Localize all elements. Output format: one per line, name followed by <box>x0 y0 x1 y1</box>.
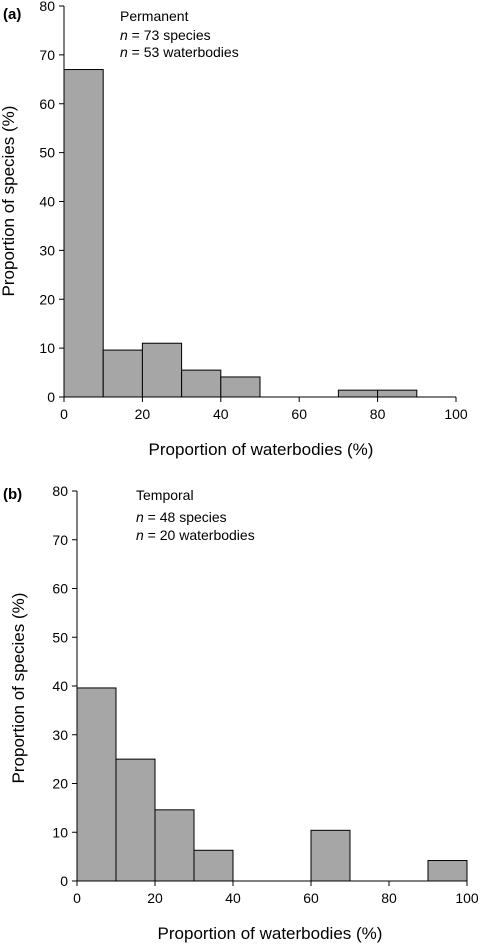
panel-a: (a) Permanent n = 73 species n = 53 wate… <box>0 0 468 459</box>
annotation-line: n = 73 species <box>120 27 211 43</box>
y-tick-label: 80 <box>52 483 68 499</box>
histogram-bar <box>102 349 143 398</box>
x-axis-label: Proportion of waterbodies (%) <box>158 924 383 943</box>
y-tick-label: 20 <box>52 776 68 792</box>
y-tick-label: 20 <box>39 291 55 307</box>
annotation-line: n = 53 waterbodies <box>120 44 239 60</box>
x-tick-label: 80 <box>370 406 386 422</box>
annotation-line: n = 20 waterbodies <box>136 527 255 543</box>
annotation-rest: = 20 waterbodies <box>144 527 255 543</box>
histogram-bar <box>310 829 351 882</box>
y-tick-label: 10 <box>39 340 55 356</box>
annotation-line: n = 48 species <box>136 509 227 525</box>
bar-group <box>76 687 468 882</box>
annotation-title: Permanent <box>120 8 189 24</box>
x-tick-label: 40 <box>213 406 229 422</box>
y-tick-label: 10 <box>52 824 68 840</box>
y-tick-label: 0 <box>47 389 55 405</box>
x-tick-label: 80 <box>381 890 397 906</box>
y-tick-label: 70 <box>39 47 55 63</box>
bar-group <box>63 69 418 398</box>
histogram-bar <box>154 809 195 882</box>
y-axis-label: Proportion of species (%) <box>9 593 28 784</box>
panel-label: (a) <box>3 6 21 23</box>
y-tick-label: 60 <box>52 581 68 597</box>
histogram-bar <box>220 376 261 398</box>
x-axis-label: Proportion of waterbodies (%) <box>149 440 374 459</box>
annotation-rest: = 48 species <box>144 509 227 525</box>
x-tick-label: 100 <box>444 406 468 422</box>
y-tick-label: 60 <box>39 96 55 112</box>
histogram-bar <box>115 758 156 882</box>
x-tick-label: 60 <box>303 890 319 906</box>
x-tick-label: 20 <box>147 890 163 906</box>
axes: 0 20 40 60 80 100 0 10 20 30 40 50 60 70 80 <box>52 483 478 906</box>
y-tick-label: 30 <box>52 727 68 743</box>
y-tick-label: 50 <box>52 629 68 645</box>
annotation-rest: = 53 waterbodies <box>128 44 239 60</box>
x-tick-label: 0 <box>60 406 68 422</box>
x-tick-label: 0 <box>73 890 81 906</box>
axes: 0 20 40 60 80 100 0 10 20 30 40 50 60 70 80 <box>39 0 467 422</box>
annotation-rest: = 73 species <box>128 27 211 43</box>
panel-b: (b) Temporal n = 48 species n = 20 water… <box>3 483 479 943</box>
x-tick-label: 20 <box>135 406 151 422</box>
y-axis-label: Proportion of species (%) <box>0 106 18 297</box>
histogram-bar <box>337 389 379 398</box>
histogram-bar <box>377 389 418 398</box>
histogram-bar <box>193 849 234 882</box>
histogram-bar <box>427 860 468 882</box>
y-tick-label: 50 <box>39 145 55 161</box>
panel-label: (b) <box>3 486 22 503</box>
y-tick-label: 30 <box>39 242 55 258</box>
histogram-bar <box>76 687 117 882</box>
annotation-italic: n <box>120 44 128 60</box>
annotation-italic: n <box>136 527 144 543</box>
y-tick-label: 80 <box>39 0 55 14</box>
y-tick-label: 40 <box>39 194 55 210</box>
histogram-bar <box>141 342 183 398</box>
histogram-bar <box>181 369 222 398</box>
annotation-title: Temporal <box>136 487 194 503</box>
y-tick-label: 40 <box>52 678 68 694</box>
x-tick-label: 40 <box>225 890 241 906</box>
y-tick-label: 70 <box>52 532 68 548</box>
annotation-italic: n <box>120 27 128 43</box>
histogram-bar <box>63 69 104 398</box>
annotation-italic: n <box>136 509 144 525</box>
y-tick-label: 0 <box>60 873 68 889</box>
x-tick-label: 60 <box>291 406 307 422</box>
x-tick-label: 100 <box>455 890 479 906</box>
